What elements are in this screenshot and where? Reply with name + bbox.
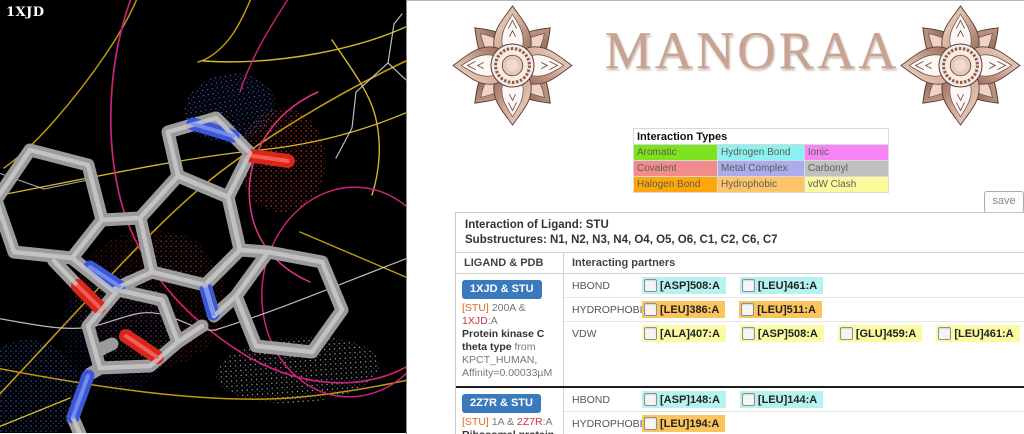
partner-checkbox[interactable] xyxy=(741,279,755,292)
manoraa-logo-right-icon xyxy=(900,5,1021,126)
table-info: Interaction of Ligand: STU Substructures… xyxy=(456,213,1024,253)
partner-chip: [ALA]407:A xyxy=(642,325,726,342)
ligand-sticks xyxy=(0,111,349,433)
partner-chip: [ASP]508:A xyxy=(739,325,824,342)
partner-chip: [ASP]148:A xyxy=(642,391,726,408)
partner-chip: [LEU]461:A xyxy=(739,277,824,294)
interaction-row-vdw: VDW [ALA]407:A [ASP]508:A [GLU]459:A [LE… xyxy=(564,322,1024,345)
nitrogen-highlights xyxy=(71,122,235,419)
ligand-pdb-cell: 2Z7R & STU [STU] 1A & 2Z7R:A Ribosomal p… xyxy=(456,388,564,434)
interaction-row-hbond: HBOND [ASP]508:A [LEU]461:A xyxy=(564,274,1024,298)
partner-checkbox[interactable] xyxy=(644,393,657,406)
ligand-line: Interaction of Ligand: STU xyxy=(465,219,609,231)
page-title: MANORAA xyxy=(604,22,900,80)
partner-chip: [LEU]194:A xyxy=(642,415,726,432)
partner-checkbox[interactable] xyxy=(839,327,853,340)
legend-cell-aromatic: Aromatic xyxy=(633,144,718,161)
site-line: [STU] 200A & 1XJD:A xyxy=(462,302,526,327)
partner-chip: [ASP]508:A xyxy=(642,277,726,294)
table-row-1xjd: 1XJD & STU [STU] 200A & 1XJD:A Protein k… xyxy=(456,274,1024,386)
molecule-viewer[interactable]: 1XJD xyxy=(0,0,406,433)
pdb-stu-button[interactable]: 2Z7R & STU xyxy=(462,394,541,413)
manoraa-logo-left-icon xyxy=(452,5,573,126)
partner-chip: [LEU]144:A xyxy=(739,391,824,408)
save-button[interactable]: save xyxy=(984,191,1024,213)
stick-highlights xyxy=(0,115,345,433)
partner-chip: [LEU]511:A xyxy=(739,301,822,318)
partner-checkbox[interactable] xyxy=(644,279,657,292)
legend-cell-vdw-clash: vdW Clash xyxy=(803,176,890,193)
interaction-row-hydrophobic: HYDROPHOBIC [LEU]194:A xyxy=(564,412,1024,434)
partner-checkbox[interactable] xyxy=(741,393,755,406)
manoraa-page: MANORAA Interaction Types Aromatic Hydro… xyxy=(406,0,1024,434)
legend-cell-hydrogen-bond: Hydrogen Bond xyxy=(716,144,805,161)
substructures-line: Substructures: N1, N2, N3, N4, O4, O5, O… xyxy=(465,234,778,246)
ligand-tag-link[interactable]: [STU] xyxy=(462,302,489,314)
partner-checkbox[interactable] xyxy=(938,327,952,340)
legend-cell-metal-complex: Metal Complex xyxy=(716,160,805,177)
pdb-stu-button[interactable]: 1XJD & STU xyxy=(462,280,542,299)
pdb-code-link[interactable]: 1XJD xyxy=(462,315,488,327)
legend-cell-halogen-bond: Halogen Bond xyxy=(633,176,718,193)
viewer-pdb-label: 1XJD xyxy=(6,5,45,20)
oxygen-highlights xyxy=(76,154,290,359)
interaction-types-legend: Interaction Types Aromatic Hydrogen Bond… xyxy=(633,128,890,193)
protein-description: Protein kinase C theta type from KPCT_HU… xyxy=(462,328,545,366)
partner-checkbox[interactable] xyxy=(741,303,755,316)
legend-cell-carbonyl: Carbonyl xyxy=(803,160,890,177)
table-row-2z7r: 2Z7R & STU [STU] 1A & 2Z7R:A Ribosomal p… xyxy=(456,386,1024,434)
legend-cell-ionic: Ionic xyxy=(803,144,890,161)
pdb-code-link[interactable]: 2Z7R xyxy=(516,416,543,428)
table-column-headers: LIGAND & PDB Interacting partners xyxy=(456,253,1024,274)
interaction-row-hydrophobic: HYDROPHOBIC [LEU]386:A [LEU]511:A xyxy=(564,298,1024,322)
legend-cell-covalent: Covalent xyxy=(633,160,718,177)
site-line: [STU] 1A & 2Z7R:A xyxy=(462,416,553,428)
interaction-row-hbond: HBOND [ASP]148:A [LEU]144:A xyxy=(564,388,1024,412)
legend-title: Interaction Types xyxy=(633,128,889,145)
partner-chip: [GLU]459:A xyxy=(837,325,923,342)
protein-description: Ribosomal protein S6 kinase alpha-1 from… xyxy=(462,429,557,434)
legend-cell-hydrophobic: Hydrophobic xyxy=(716,176,805,193)
partner-checkbox[interactable] xyxy=(644,417,657,430)
partner-chip: [LEU]461:A xyxy=(936,325,1020,342)
col-header-ligand-pdb: LIGAND & PDB xyxy=(456,253,564,273)
partner-checkbox[interactable] xyxy=(741,327,755,340)
interactions-table: Interaction of Ligand: STU Substructures… xyxy=(455,212,1024,434)
ligand-tag-link[interactable]: [STU] xyxy=(462,416,489,428)
affinity-line: Affinity=0.00033µM xyxy=(462,367,553,379)
ligand-pdb-cell: 1XJD & STU [STU] 200A & 1XJD:A Protein k… xyxy=(456,274,564,386)
partner-checkbox[interactable] xyxy=(644,327,657,340)
partner-chip: [LEU]386:A xyxy=(642,301,726,318)
molecule-canvas[interactable] xyxy=(0,0,406,433)
partner-checkbox[interactable] xyxy=(644,303,657,316)
col-header-interacting-partners: Interacting partners xyxy=(572,257,676,269)
